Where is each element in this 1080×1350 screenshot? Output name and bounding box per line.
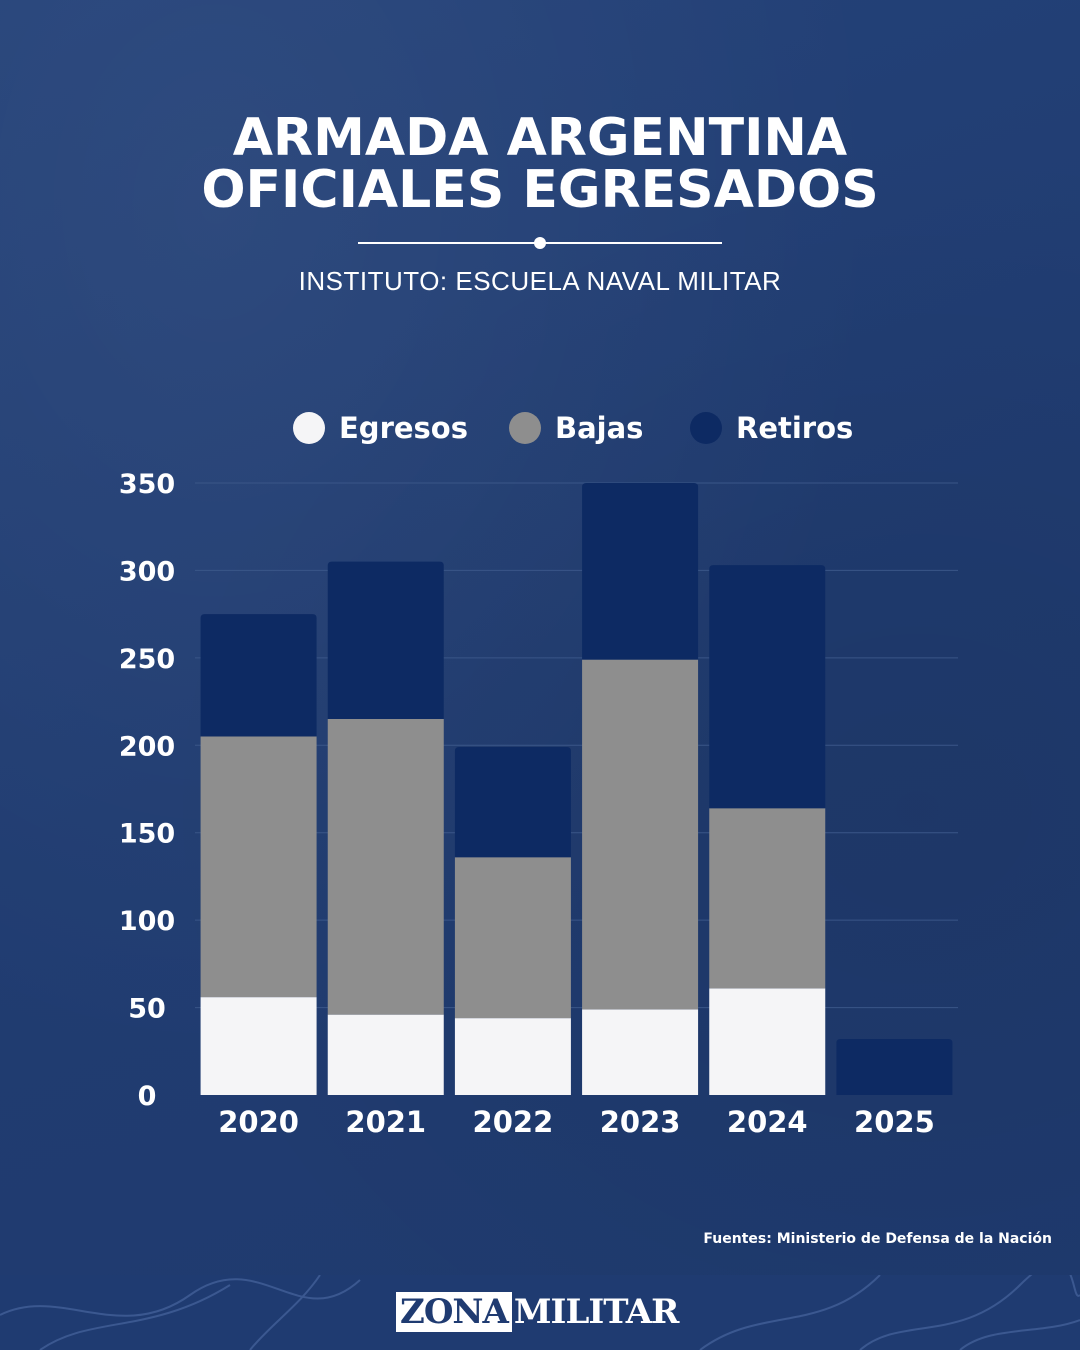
y-tick-label: 350 (119, 469, 175, 500)
bar-bajas-2020 (200, 736, 317, 998)
y-tick-label: 150 (119, 819, 175, 850)
legend-swatch-egresos (293, 412, 325, 444)
legend-label-bajas: Bajas (555, 411, 644, 445)
bar-retiros-2022 (454, 747, 571, 858)
y-tick-label: 250 (119, 644, 175, 675)
topo-lines-decoration (0, 1275, 1080, 1350)
bar-bajas-2022 (454, 857, 571, 1019)
bar-egresos-2020 (200, 997, 317, 1095)
bar-retiros-2025 (836, 1039, 953, 1095)
y-tick-label: 50 (128, 994, 166, 1025)
x-tick-label-2025: 2025 (854, 1105, 935, 1139)
title-line-1: ARMADA ARGENTINA (232, 108, 848, 168)
x-tick-label-2021: 2021 (345, 1105, 426, 1139)
legend-item-egresos: Egresos (293, 405, 468, 451)
bar-retiros-2023 (582, 483, 699, 660)
bar-bajas-2021 (327, 719, 444, 1015)
chart-legend: Egresos Bajas Retiros (0, 405, 1080, 451)
x-tick-label-2023: 2023 (600, 1105, 681, 1139)
x-tick-label-2020: 2020 (218, 1105, 299, 1139)
bar-retiros-2024 (709, 565, 826, 809)
page-title: ARMADA ARGENTINA OFICIALES EGRESADOS (0, 112, 1080, 216)
legend-item-retiros: Retiros (690, 405, 853, 451)
title-line-2: OFICIALES EGRESADOS (201, 160, 879, 220)
y-tick-label: 0 (138, 1081, 157, 1112)
x-tick-label-2022: 2022 (473, 1105, 554, 1139)
y-tick-label: 100 (119, 906, 175, 937)
legend-label-egresos: Egresos (339, 411, 468, 445)
footer-band (0, 1275, 1080, 1350)
x-tick-label-2024: 2024 (727, 1105, 808, 1139)
stacked-bar-chart: 0 50 100 150 200 250 300 350 2020 2021 2022 2023 202… (119, 469, 958, 1139)
bar-bajas-2024 (709, 808, 826, 989)
legend-label-retiros: Retiros (736, 411, 854, 445)
title-divider (358, 237, 722, 249)
bar-retiros-2021 (327, 561, 444, 720)
legend-swatch-retiros (690, 412, 722, 444)
logo-zona: ZONA (396, 1292, 512, 1332)
sources-note: Fuentes: Ministerio de Defensa de la Nac… (703, 1231, 1052, 1247)
y-tick-label: 200 (119, 731, 175, 762)
logo-militar: MILITAR (513, 1292, 679, 1332)
bar-egresos-2022 (454, 1018, 571, 1095)
y-tick-label: 300 (119, 556, 175, 587)
bar-egresos-2024 (709, 988, 826, 1095)
bar-egresos-2023 (582, 1009, 699, 1095)
legend-item-bajas: Bajas (509, 405, 643, 451)
subtitle: INSTITUTO: ESCUELA NAVAL MILITAR (298, 266, 782, 296)
bar-retiros-2020 (200, 614, 317, 737)
legend-swatch-bajas (509, 412, 541, 444)
bar-bajas-2023 (582, 659, 699, 1010)
zona-militar-logo: ZONA MILITAR (396, 1292, 679, 1332)
bar-egresos-2021 (327, 1014, 444, 1095)
